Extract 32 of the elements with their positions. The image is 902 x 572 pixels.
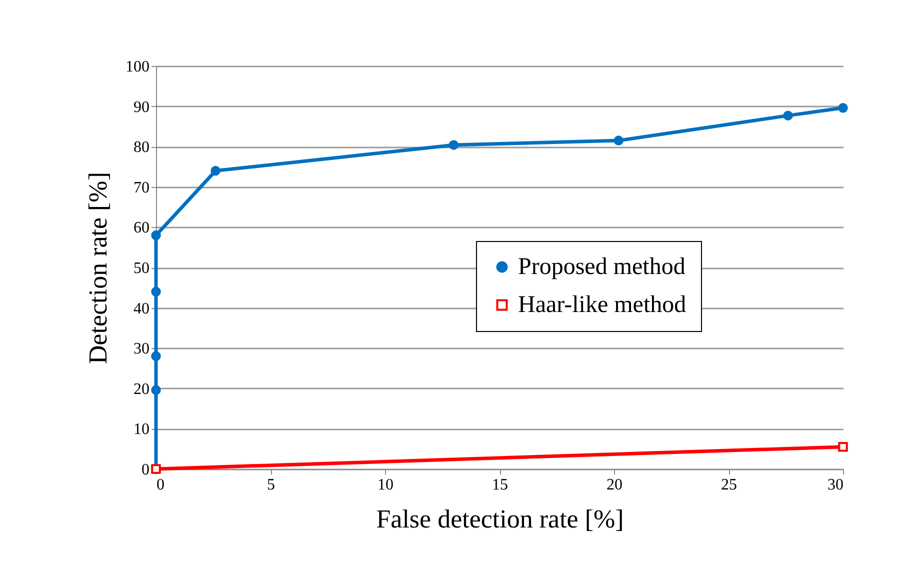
point <box>151 351 161 362</box>
point <box>838 442 848 452</box>
legend-label: Haar-like method <box>518 292 686 318</box>
y-tick-label: 40 <box>134 300 150 318</box>
y-tick-label: 10 <box>134 421 150 438</box>
y-tick-label: 20 <box>134 380 150 398</box>
point <box>151 230 161 240</box>
y-axis-title: Detection rate [%] <box>84 172 112 364</box>
y-tick-label: 30 <box>134 340 150 358</box>
y-tick-label: 60 <box>134 220 150 237</box>
x-tick-label: 25 <box>721 476 737 494</box>
y-tick-label: 0 <box>142 462 150 478</box>
y-tick-label: 90 <box>134 98 150 116</box>
legend-label: Proposed method <box>518 254 686 280</box>
x-axis-title: False detection rate [%] <box>376 504 624 534</box>
y-tick-label: 100 <box>126 58 150 76</box>
point <box>614 136 624 146</box>
point <box>210 166 220 176</box>
x-tick-label: 10 <box>378 476 394 494</box>
x-tick-label: 15 <box>492 476 508 494</box>
x-tick-label: 20 <box>606 476 622 494</box>
point <box>151 286 161 297</box>
point <box>783 110 793 120</box>
point <box>448 140 459 150</box>
y-tick-label: 70 <box>134 179 150 196</box>
x-tick-label: 30 <box>828 476 844 494</box>
point <box>838 103 848 113</box>
y-tick-label: 50 <box>134 260 150 277</box>
y-tick-label: 80 <box>134 139 150 156</box>
x-tick-label: 0 <box>156 476 164 494</box>
point <box>151 385 161 395</box>
x-tick-label: 5 <box>267 476 275 494</box>
